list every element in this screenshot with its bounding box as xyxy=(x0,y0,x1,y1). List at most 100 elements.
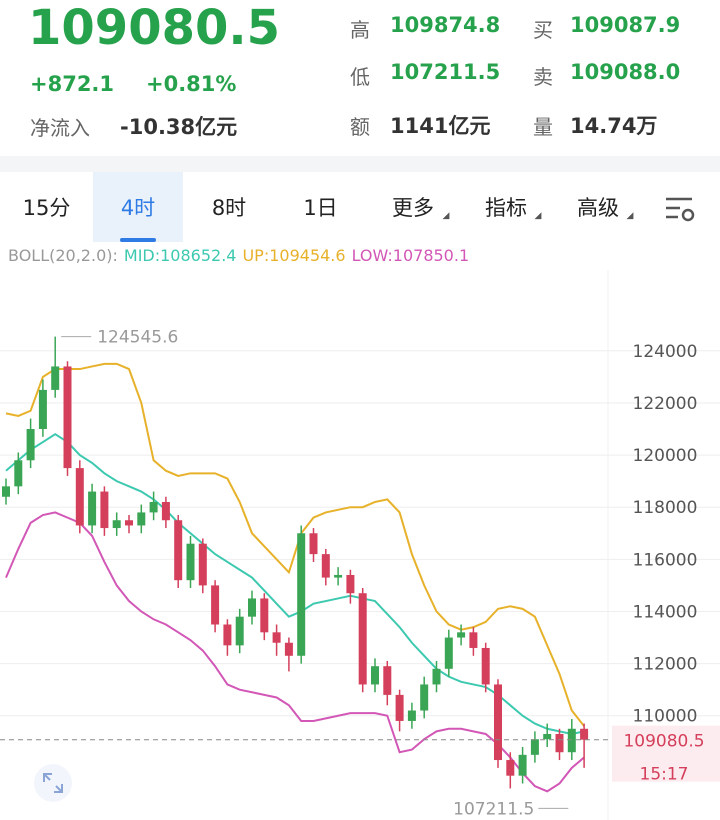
stat-value: 109087.9 xyxy=(570,13,681,37)
y-tick-label: 114000 xyxy=(633,602,698,622)
max-label: 124545.6 xyxy=(97,328,178,348)
separator xyxy=(0,156,720,172)
countdown: 15:17 xyxy=(640,765,689,785)
indicator: BOLL(20,2.0): MID:108652.4 UP:109454.6 LOW:… xyxy=(8,246,469,265)
net-inflow: -10.38亿元 xyxy=(120,115,238,139)
tab[interactable]: 1日 xyxy=(303,196,338,220)
candle-body xyxy=(395,694,404,721)
boll-line xyxy=(5,362,585,727)
tab[interactable]: 15分 xyxy=(22,196,71,220)
candle-body xyxy=(88,491,97,526)
candle-body xyxy=(371,666,379,685)
indicator-label: MID:108652.4 xyxy=(123,246,237,265)
price: 109080.5 xyxy=(28,0,281,56)
dropdown-caret: ◢ xyxy=(442,211,450,221)
stat-label: 高 xyxy=(350,18,370,42)
dropdown-caret: ◢ xyxy=(534,211,542,221)
candle-body xyxy=(358,593,367,685)
dropdown-caret: ◢ xyxy=(626,211,634,221)
candle-body xyxy=(543,733,552,740)
candle-body xyxy=(63,366,72,469)
candle-body xyxy=(75,468,84,526)
y-tick-label: 110000 xyxy=(633,707,698,727)
stat-label: 买 xyxy=(533,18,553,42)
candle-body xyxy=(506,760,515,776)
candle-body xyxy=(407,710,416,721)
candle-body xyxy=(137,512,146,526)
y-tick-label: 118000 xyxy=(633,498,698,518)
y-tick-label: 112000 xyxy=(633,655,698,675)
candle-body xyxy=(284,642,293,656)
tab[interactable]: 8时 xyxy=(211,196,247,220)
y-tick-label: 122000 xyxy=(633,394,698,414)
candle-body xyxy=(112,520,121,529)
change-pct: +0.81% xyxy=(146,72,237,96)
candle-body xyxy=(51,366,60,390)
candle-body xyxy=(211,585,220,625)
stat-label: 低 xyxy=(350,65,370,89)
tab-underline xyxy=(120,238,156,242)
indicator-label: UP:109454.6 xyxy=(242,246,346,265)
candle-body xyxy=(14,460,23,487)
candle-body xyxy=(186,543,195,581)
stat-value: 107211.5 xyxy=(390,60,501,84)
candle-body xyxy=(530,739,539,755)
candle-body xyxy=(248,598,256,617)
change: +872.1 xyxy=(30,72,115,96)
current-price-box xyxy=(612,725,720,782)
candle-body xyxy=(481,647,490,685)
tab[interactable]: 高级 xyxy=(577,196,619,220)
candle-body xyxy=(125,520,133,526)
stat-value: 109088.0 xyxy=(570,60,681,84)
candle-body xyxy=(260,598,269,633)
candle-body xyxy=(149,501,158,513)
candle-body xyxy=(567,728,576,753)
candle-body xyxy=(555,733,564,753)
candle-body xyxy=(161,501,170,521)
candle-body xyxy=(272,632,281,643)
candle-body xyxy=(457,632,466,638)
y-tick-label: 120000 xyxy=(633,446,698,466)
stat-value: 1141亿元 xyxy=(390,114,491,138)
tab[interactable]: 4时 xyxy=(93,172,183,242)
stat-value: 109874.8 xyxy=(390,13,501,37)
candle-body xyxy=(346,574,355,594)
candle-body xyxy=(235,616,244,646)
current-price-label: 109080.5 xyxy=(623,732,704,752)
indicator-name: BOLL(20,2.0): xyxy=(8,246,118,265)
candle-body xyxy=(469,632,478,648)
expand-icon[interactable] xyxy=(33,763,73,803)
candle-body xyxy=(432,668,441,685)
stat-label: 量 xyxy=(533,115,553,139)
stat-label: 卖 xyxy=(533,65,553,89)
candle-body xyxy=(321,554,330,578)
y-tick-label: 116000 xyxy=(633,550,698,570)
arrow: ↗ xyxy=(258,22,277,47)
candle-body xyxy=(444,637,453,669)
stat-value: 14.74万 xyxy=(570,114,658,138)
candle-body xyxy=(494,684,502,761)
candle-body xyxy=(383,666,392,695)
net-inflow-label: 净流入 xyxy=(30,116,90,140)
indicator-label: LOW:107850.1 xyxy=(351,246,470,265)
candle-body xyxy=(334,574,343,578)
candle-body xyxy=(198,543,207,586)
candle-body xyxy=(223,624,232,646)
candle-body xyxy=(100,491,109,529)
candle-body xyxy=(420,684,429,711)
tab[interactable]: 指标 xyxy=(485,196,527,220)
candle-body xyxy=(518,754,527,776)
boll-line xyxy=(5,433,585,736)
candle-body xyxy=(309,533,318,555)
candle-body xyxy=(580,728,589,740)
min-label: 107211.5 xyxy=(453,799,534,819)
settings-icon[interactable] xyxy=(664,194,698,226)
boll-line xyxy=(5,511,585,793)
candle-body xyxy=(174,520,183,581)
candle-body xyxy=(2,486,10,497)
y-tick-label: 124000 xyxy=(633,342,698,362)
candle-body xyxy=(297,533,306,656)
tab[interactable]: 更多 xyxy=(392,196,434,220)
